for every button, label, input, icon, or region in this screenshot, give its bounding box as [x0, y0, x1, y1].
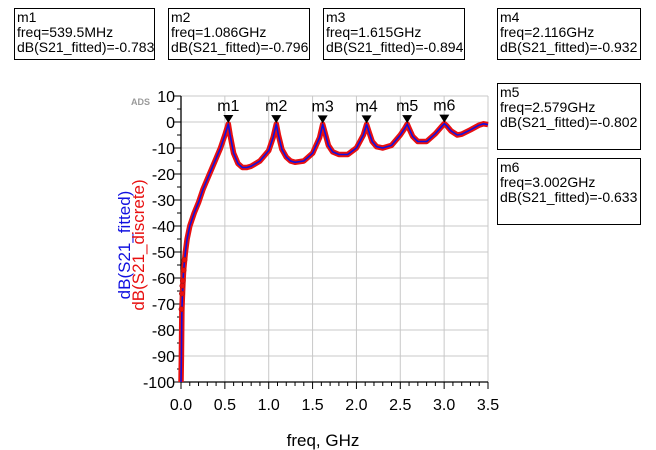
marker-box-m4[interactable]: m4 freq=2.116GHz dB(S21_fitted)=-0.932 [497, 8, 641, 60]
y-tick-label: 0 [166, 115, 175, 132]
marker-value: dB(S21_fitted)=-0.932 [500, 39, 638, 55]
x-tick-label: 1.5 [301, 397, 323, 414]
y-tick-label: 10 [157, 89, 175, 106]
series-fitted-line [180, 122, 489, 383]
marker-freq: freq=2.579GHz [500, 99, 596, 115]
marker-name: m4 [500, 9, 520, 25]
x-tick-label: 0.5 [214, 397, 236, 414]
series-discrete-point [181, 256, 188, 263]
y-tick-label: -50 [152, 245, 175, 262]
y-tick-label: -70 [152, 297, 175, 314]
x-tick-label: 0.0 [170, 397, 192, 414]
marker-box-m1[interactable]: m1 freq=539.5MHz dB(S21_fitted)=-0.783 [14, 8, 155, 60]
marker-triangle-m4 [361, 115, 372, 124]
marker-box-m3[interactable]: m3 freq=1.615GHz dB(S21_fitted)=-0.894 [323, 8, 465, 60]
marker-triangle-m6 [439, 114, 450, 123]
marker-name: m6 [500, 159, 520, 175]
marker-box-m6[interactable]: m6 freq=3.002GHz dB(S21_fitted)=-0.633 [497, 158, 641, 225]
ticks: 10 0 -10 -20 -30 -40 -50 -60 -70 -80 -90 -100 0.0 0.5… [143, 89, 499, 414]
marker-freq: freq=3.002GHz [500, 174, 596, 190]
marker-value: dB(S21_fitted)=-0.802 [500, 114, 638, 130]
x-tick-label: 2.0 [345, 397, 367, 414]
y-tick-label: -60 [152, 271, 175, 288]
y-tick-label: -10 [152, 141, 175, 158]
grid [180, 95, 489, 383]
y-tick-label: -40 [152, 219, 175, 236]
marker-value: dB(S21_fitted)=-0.894 [326, 39, 464, 55]
marker-pointers: m1 m2 m3 m4 m5 m6 [217, 98, 456, 124]
y-axis-label-discrete: dB(S21_discrete) [129, 179, 148, 311]
y-tick-label: -20 [152, 167, 175, 184]
marker-freq: freq=539.5MHz [17, 24, 114, 40]
marker-triangle-m5 [402, 115, 413, 124]
marker-name: m3 [326, 9, 346, 25]
x-axis-label: freq, GHz [287, 431, 360, 450]
y-tick-label: -30 [152, 193, 175, 210]
x-tick-label: 1.0 [258, 397, 280, 414]
series-discrete-point [179, 282, 186, 289]
y-tick-label: -100 [143, 375, 175, 392]
marker-label-m1: m1 [217, 98, 239, 115]
marker-value: dB(S21_fitted)=-0.783 [17, 39, 155, 55]
marker-name: m2 [171, 9, 191, 25]
x-tick-label: 2.5 [389, 397, 411, 414]
marker-label-m3: m3 [312, 98, 334, 115]
marker-freq: freq=1.615GHz [326, 24, 422, 40]
x-tick-label: 3.0 [433, 397, 455, 414]
series-discrete-point [178, 306, 185, 313]
watermark: ADS [131, 97, 150, 107]
marker-freq: freq=2.116GHz [500, 24, 595, 40]
series-discrete-line [178, 120, 489, 383]
marker-value: dB(S21_fitted)=-0.796 [171, 39, 309, 55]
series-discrete-point [180, 267, 187, 274]
series [178, 120, 489, 383]
marker-freq: freq=1.086GHz [171, 24, 267, 40]
y-tick-label: -80 [152, 323, 175, 340]
marker-value: dB(S21_fitted)=-0.633 [500, 189, 638, 205]
marker-label-m5: m5 [396, 98, 418, 115]
series-discrete-point [179, 290, 185, 297]
y-tick-label: -90 [152, 349, 175, 366]
marker-label-m6: m6 [433, 98, 455, 115]
x-tick-label: 3.5 [477, 397, 499, 414]
marker-triangle-m1 [223, 115, 234, 124]
marker-label-m4: m4 [355, 98, 377, 115]
series-discrete-point [179, 277, 186, 284]
marker-label-m2: m2 [265, 98, 287, 115]
marker-triangle-m3 [317, 115, 328, 124]
marker-name: m5 [500, 84, 520, 100]
marker-box-m2[interactable]: m2 freq=1.086GHz dB(S21_fitted)=-0.796 [168, 8, 310, 60]
marker-name: m1 [17, 9, 37, 25]
marker-box-m5[interactable]: m5 freq=2.579GHz dB(S21_fitted)=-0.802 [497, 83, 641, 150]
marker-triangle-m2 [271, 115, 282, 124]
